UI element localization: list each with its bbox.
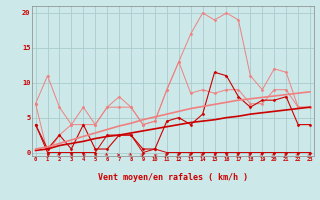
- X-axis label: Vent moyen/en rafales ( km/h ): Vent moyen/en rafales ( km/h ): [98, 174, 248, 182]
